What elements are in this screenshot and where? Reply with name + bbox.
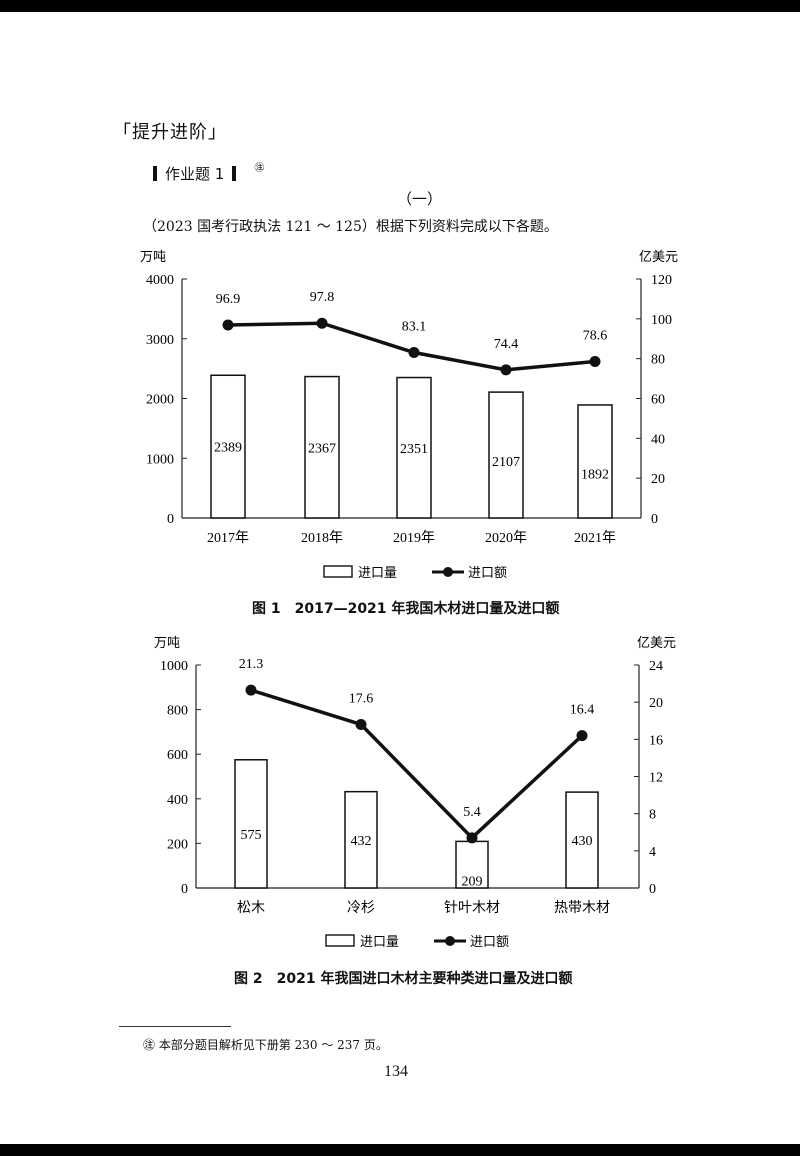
line-marker [589, 355, 601, 367]
bar-marker-left [153, 166, 157, 181]
bar [210, 374, 246, 519]
bar [488, 391, 524, 519]
left-tick-label: 1000 [160, 659, 188, 674]
left-axis-unit: 万吨 [154, 636, 180, 651]
right-tick-label: 12 [649, 771, 663, 786]
line-value-label: 5.4 [463, 805, 481, 820]
figure-2-caption: 图 2 2021 年我国进口木材主要种类进口量及进口额 [234, 971, 573, 987]
bar-value-label: 432 [351, 834, 372, 849]
left-tick-label: 0 [181, 882, 188, 897]
category-label: 2020年 [485, 530, 527, 546]
part-label: （一） [397, 190, 443, 208]
line-value-label: 17.6 [349, 691, 374, 706]
line-series [250, 688, 584, 841]
right-axis-unit: 亿美元 [639, 250, 678, 265]
line-marker [222, 319, 234, 331]
left-tick-label: 600 [167, 748, 188, 763]
footnote-divider [119, 1026, 231, 1027]
right-tick-label: 100 [651, 313, 672, 328]
bar-marker-right [232, 166, 237, 181]
left-tick-label: 400 [167, 793, 188, 808]
bar-value-label: 2107 [492, 455, 520, 470]
left-tick-label: 1000 [146, 452, 174, 467]
line-marker [408, 346, 420, 358]
bar [304, 375, 340, 519]
legend-bar-label: 进口量 [360, 935, 399, 950]
line-marker [466, 832, 478, 844]
category-label: 冷杉 [347, 900, 375, 916]
scan-border-bottom [0, 1144, 800, 1156]
bar [565, 791, 599, 889]
bar-value-label: 209 [462, 875, 483, 890]
right-axis-unit: 亿美元 [637, 636, 676, 651]
line-value-label: 16.4 [570, 703, 595, 718]
left-tick-label: 200 [167, 837, 188, 852]
scan-border-top [0, 0, 800, 12]
left-tick-label: 800 [167, 704, 188, 719]
category-label: 2021年 [574, 530, 616, 546]
line-marker [245, 684, 257, 696]
right-tick-label: 16 [649, 733, 663, 748]
right-tick-label: 60 [651, 393, 665, 408]
left-tick-label: 4000 [146, 273, 174, 288]
right-tick-label: 0 [651, 512, 658, 527]
intro-text: （2023 国考行政执法 121 ～ 125）根据下列资料完成以下各题。 [143, 219, 558, 235]
legend-line-label: 进口额 [468, 566, 507, 581]
category-label: 热带木材 [554, 900, 610, 916]
line-value-label: 78.6 [583, 328, 608, 343]
left-tick-label: 3000 [146, 333, 174, 348]
right-tick-label: 20 [651, 472, 665, 487]
bar [234, 759, 268, 889]
left-tick-label: 2000 [146, 393, 174, 408]
line-marker [576, 730, 588, 742]
section-title: 「提升进阶」 [113, 122, 227, 143]
category-label: 2018年 [301, 530, 343, 546]
line-marker [500, 364, 512, 376]
legend-line-label: 进口额 [470, 935, 509, 950]
bar-value-label: 2367 [308, 441, 336, 456]
category-label: 2019年 [393, 530, 435, 546]
footnote: ㊟ 本部分题目解析见下册第 230 ～ 237 页。 [143, 1038, 388, 1052]
bar-value-label: 2389 [214, 441, 242, 456]
line-value-label: 74.4 [494, 337, 519, 352]
right-tick-label: 40 [651, 432, 665, 447]
note-marker-icon: ㊟ [254, 163, 265, 174]
bar [577, 404, 613, 519]
line-value-label: 96.9 [216, 292, 241, 307]
bar-value-label: 1892 [581, 467, 609, 482]
legend-bar-swatch [325, 934, 355, 947]
line-marker [355, 718, 367, 730]
line-value-label: 97.8 [310, 290, 335, 305]
right-tick-label: 8 [649, 808, 656, 823]
right-tick-label: 80 [651, 353, 665, 368]
right-tick-label: 20 [649, 696, 663, 711]
right-tick-label: 24 [649, 659, 663, 674]
right-tick-label: 0 [649, 882, 656, 897]
homework-title-text: 作业题 1 [165, 165, 225, 183]
right-tick-label: 120 [651, 273, 672, 288]
left-tick-label: 0 [167, 512, 174, 527]
page-number: 134 [384, 1063, 408, 1080]
category-label: 针叶木材 [444, 900, 500, 916]
bar [344, 790, 378, 889]
bar [455, 840, 489, 889]
legend-bar-swatch [323, 565, 353, 578]
figure-1-caption: 图 1 2017—2021 年我国木材进口量及进口额 [252, 601, 560, 617]
legend-bar-label: 进口量 [358, 566, 397, 581]
line-marker [316, 317, 328, 329]
line-value-label: 21.3 [239, 657, 264, 672]
left-axis-unit: 万吨 [140, 250, 166, 265]
bar-value-label: 430 [572, 834, 593, 849]
bar-value-label: 2351 [400, 442, 428, 457]
homework-title: 作业题 1 ㊟ [145, 159, 264, 184]
category-label: 松木 [237, 900, 265, 916]
bar-value-label: 575 [241, 828, 262, 843]
category-label: 2017年 [207, 530, 249, 546]
right-tick-label: 4 [649, 845, 656, 860]
line-value-label: 83.1 [402, 319, 427, 334]
bar [396, 376, 432, 519]
